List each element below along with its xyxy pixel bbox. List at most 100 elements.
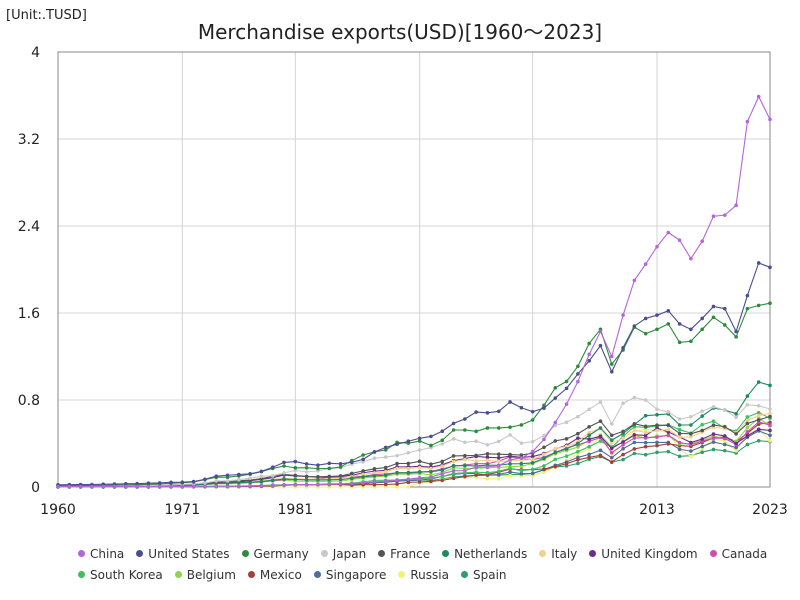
data-point-china [157, 484, 162, 489]
data-point-germany [519, 423, 524, 427]
data-point-japan [282, 471, 286, 475]
data-point-united-states [180, 480, 185, 485]
legend-item-italy: Italy [539, 547, 577, 561]
series-italy [56, 411, 772, 489]
data-point-united-states [768, 265, 772, 270]
data-point-united-kingdom [485, 455, 490, 460]
legend-row: China United States Germany Japan France Neth… [78, 543, 778, 564]
data-point-singapore [643, 440, 648, 445]
data-point-china [327, 482, 332, 486]
data-point-japan [451, 437, 456, 441]
data-point-germany [587, 341, 591, 346]
data-point-italy [666, 427, 671, 432]
data-point-france [463, 453, 467, 458]
data-point-germany [361, 453, 365, 457]
data-point-russia [395, 485, 399, 489]
data-point-mexico [406, 480, 411, 485]
data-point-china [361, 480, 365, 485]
data-point-united-kingdom [700, 437, 704, 441]
data-point-russia [734, 448, 738, 453]
data-point-japan [293, 468, 298, 473]
chart-title: Merchandise exports(USD)[1960～2023] [197, 20, 603, 44]
legend-item-germany: Germany [241, 547, 309, 561]
data-point-netherlands [508, 462, 512, 466]
data-point-japan [474, 439, 478, 444]
data-point-france [508, 452, 512, 457]
data-point-united-kingdom [598, 434, 603, 439]
data-point-south-korea [711, 419, 716, 424]
data-point-united-states [440, 429, 445, 434]
data-point-china [395, 478, 399, 483]
data-point-germany [655, 327, 659, 332]
data-point-netherlands [587, 433, 591, 438]
data-point-united-states [451, 421, 456, 426]
data-point-united-kingdom [496, 456, 501, 460]
data-point-united-states [270, 465, 275, 470]
data-point-germany [429, 443, 433, 448]
data-point-china [643, 262, 648, 266]
series-line-japan [58, 396, 771, 488]
data-point-germany [316, 466, 320, 471]
legend-label: Canada [721, 546, 768, 561]
data-point-italy [496, 459, 501, 464]
data-point-singapore [587, 452, 591, 457]
data-point-germany [689, 339, 693, 344]
data-point-japan [270, 474, 275, 478]
y-tick-label: 0 [31, 480, 40, 496]
legend-marker [442, 550, 450, 557]
data-point-mexico [542, 467, 546, 471]
data-point-france [372, 467, 377, 471]
data-point-netherlands [417, 469, 422, 474]
series-germany [56, 301, 772, 488]
data-point-united-states [485, 411, 490, 415]
data-point-china [530, 449, 535, 454]
data-point-belgium [745, 425, 750, 430]
data-point-united-states [429, 434, 433, 439]
data-point-south-korea [700, 422, 704, 427]
legend-label: Russia [410, 567, 449, 582]
data-point-china [78, 484, 83, 489]
data-point-germany [338, 465, 343, 469]
data-point-south-korea [587, 444, 591, 449]
data-point-united-states [666, 309, 671, 313]
series-netherlands [56, 380, 772, 489]
data-point-singapore [711, 440, 716, 444]
data-point-italy [564, 444, 569, 449]
data-point-singapore [700, 444, 704, 449]
data-point-singapore [677, 447, 682, 452]
data-point-spain [643, 452, 648, 457]
data-point-italy [609, 441, 614, 445]
data-point-china [146, 484, 151, 489]
legend-item-mexico: Mexico [247, 568, 302, 582]
data-point-italy [689, 435, 693, 439]
data-point-france [598, 419, 603, 424]
data-point-united-states [124, 481, 128, 486]
x-tick-label: 1981 [278, 502, 314, 518]
data-point-spain [576, 461, 580, 466]
data-point-united-kingdom [745, 434, 750, 438]
data-point-united-states [214, 474, 219, 479]
series-line-south-korea [58, 412, 771, 488]
data-point-italy [406, 466, 411, 471]
legend-item-netherlands: Netherlands [442, 547, 527, 561]
y-tick-label: 4 [31, 45, 40, 61]
data-point-china [67, 484, 72, 489]
data-point-france [666, 423, 671, 428]
data-point-united-states [248, 472, 252, 476]
data-point-united-states [553, 396, 558, 400]
data-point-canada [722, 436, 727, 441]
data-point-united-states [327, 461, 332, 466]
data-point-united-states [756, 261, 761, 265]
data-point-france [632, 422, 637, 426]
data-point-netherlands [270, 478, 275, 482]
data-point-south-korea [485, 470, 490, 475]
data-point-france [440, 459, 445, 464]
data-point-netherlands [530, 461, 535, 465]
data-point-japan [530, 439, 535, 444]
legend-item-spain: Spain [460, 568, 507, 582]
data-point-united-states [316, 463, 320, 467]
data-point-netherlands [282, 477, 286, 481]
data-point-germany [496, 426, 501, 430]
series-line-italy [58, 412, 771, 488]
data-point-netherlands [677, 423, 682, 427]
